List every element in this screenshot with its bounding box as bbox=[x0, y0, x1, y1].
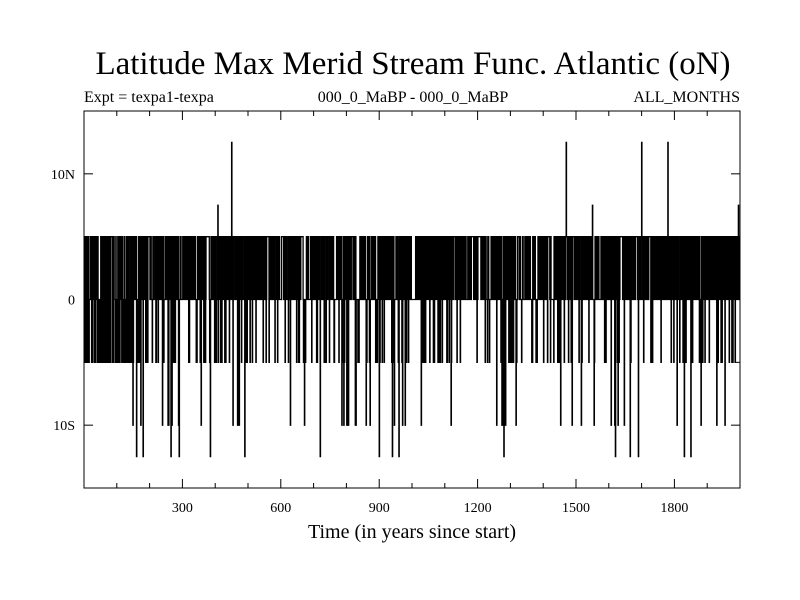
x-tick-label: 300 bbox=[172, 501, 193, 516]
experiment-label: Expt = texpa1-texpa bbox=[84, 89, 214, 106]
x-tick-label: 1200 bbox=[464, 501, 492, 516]
x-tick-label: 900 bbox=[369, 501, 390, 516]
x-tick-label: 1800 bbox=[660, 501, 688, 516]
months-label: ALL_MONTHS bbox=[633, 89, 740, 106]
chart-title: Latitude Max Merid Stream Func. Atlantic… bbox=[95, 46, 731, 82]
ticks-layer: 300 600 900 1200 1500 1800 10N 0 10S bbox=[51, 111, 740, 516]
y-tick-label: 0 bbox=[68, 294, 75, 309]
x-axis-label: Time (in years since start) bbox=[308, 521, 516, 543]
x-tick-label: 600 bbox=[270, 501, 291, 516]
series-line bbox=[83, 141, 741, 458]
x-tick-label: 1500 bbox=[562, 501, 590, 516]
period-label: 000_0_MaBP - 000_0_MaBP bbox=[317, 89, 509, 106]
y-tick-label: 10N bbox=[51, 168, 75, 183]
series-layer bbox=[83, 141, 741, 458]
y-tick-label: 10S bbox=[53, 419, 75, 434]
